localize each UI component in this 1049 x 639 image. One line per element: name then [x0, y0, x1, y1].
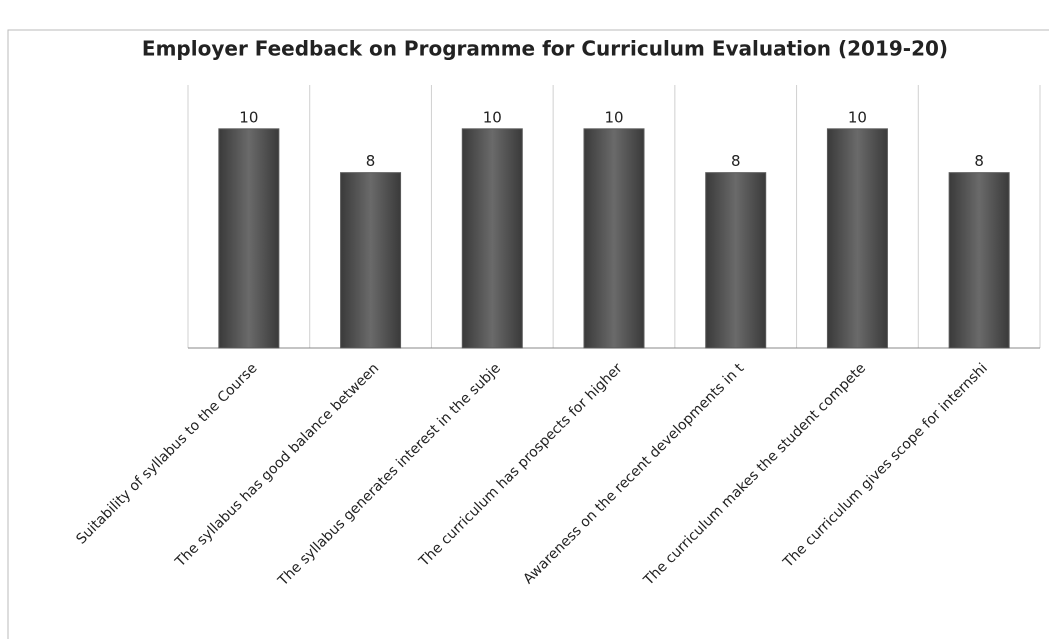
chart-title: Employer Feedback on Programme for Curri…: [142, 37, 948, 61]
value-label: 8: [974, 152, 984, 170]
bar: [461, 128, 523, 349]
x-tick-label: The curriculum has prospects for higher: [416, 360, 626, 570]
chart-frame: [7, 29, 1049, 639]
value-label: 10: [848, 108, 867, 126]
x-tick-label: The syllabus has good balance between: [172, 360, 382, 570]
value-label: 10: [239, 108, 258, 126]
bar: [340, 172, 402, 349]
bar: [705, 172, 767, 349]
value-label: 8: [366, 152, 376, 170]
x-tick-label: The syllabus generates interest in the s…: [275, 360, 504, 589]
x-tick-label: Awareness on the recent developments in …: [520, 360, 747, 587]
x-tick-label: The curriculum gives scope for internshi: [780, 360, 991, 571]
value-label: 10: [604, 108, 623, 126]
bar: [218, 128, 280, 349]
value-label: 8: [731, 152, 741, 170]
x-tick-label: The curriculum makes the student compete: [640, 360, 869, 589]
bar: [826, 128, 888, 349]
bar: [948, 172, 1010, 349]
bar: [583, 128, 645, 349]
value-label: 10: [483, 108, 502, 126]
